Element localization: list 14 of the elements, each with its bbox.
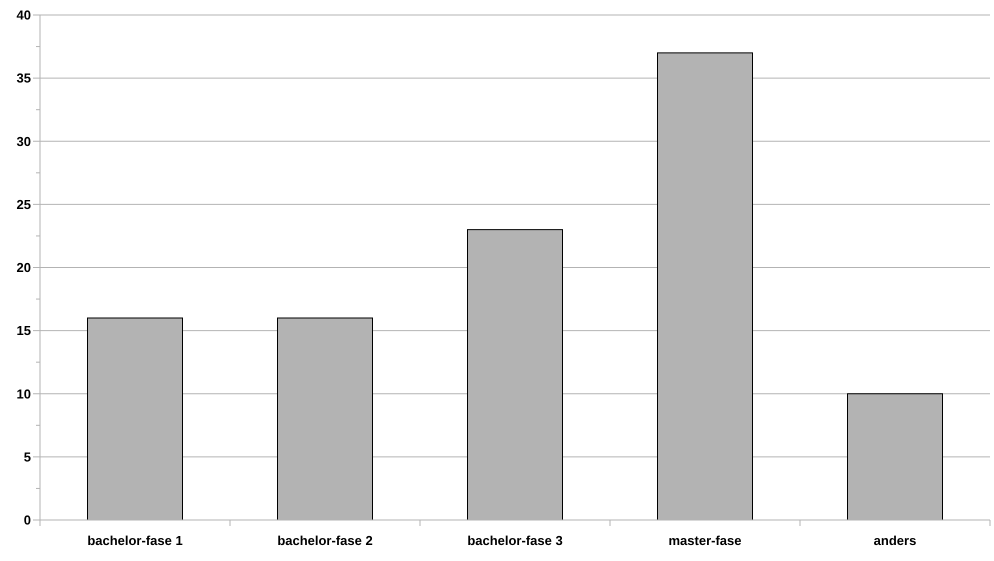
y-tick-label: 10 [16, 386, 31, 402]
x-tick-label: master-fase [668, 533, 742, 548]
x-tick-label: bachelor-fase 3 [467, 533, 563, 548]
x-tick-label: bachelor-fase 2 [277, 533, 373, 548]
y-tick-label: 30 [16, 134, 31, 149]
y-tick-label: 40 [16, 8, 31, 23]
y-tick-label: 20 [16, 260, 31, 276]
y-tick-label: 35 [16, 70, 31, 86]
x-tick-label: bachelor-fase 1 [87, 533, 183, 548]
y-tick-label: 15 [16, 323, 31, 338]
y-tick-label: 5 [24, 449, 31, 464]
y-tick-label: 0 [24, 512, 31, 528]
x-tick-label: anders [874, 533, 916, 548]
y-tick-label: 25 [16, 196, 31, 212]
